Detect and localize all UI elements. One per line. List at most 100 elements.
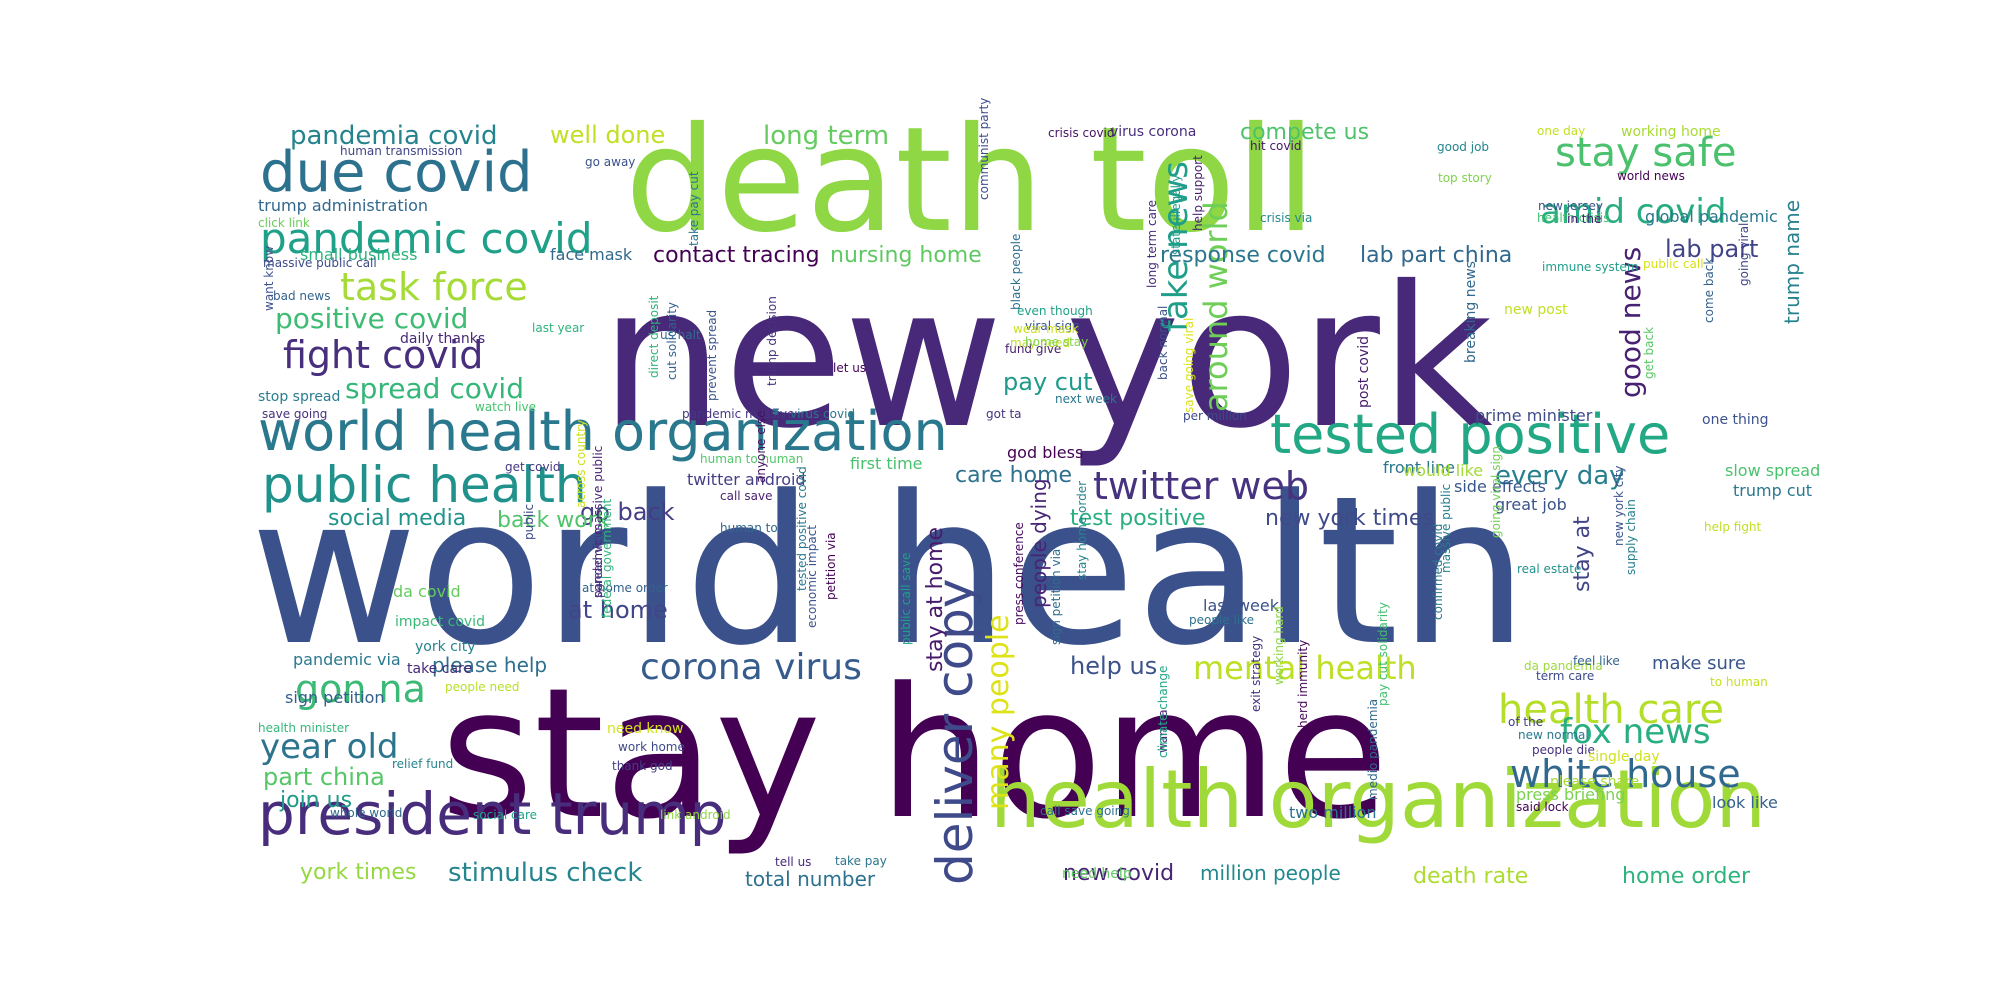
word-small-business: small business [300,245,418,264]
word-at-home-order: at home order [582,581,668,595]
word-nursing-home: nursing home [830,243,982,268]
word-people-need: people need [445,680,520,694]
word-impact-covid: impact covid [395,614,485,630]
word-make-sure: make sure [1652,653,1747,674]
word-economic-impact: economic impact [805,524,819,628]
word-one-thing: one thing [1702,412,1769,428]
word-climate-change: climate change [1156,665,1170,758]
word-new-post: new post [1504,302,1568,318]
word-communist-party: communist party [977,97,991,200]
word-direct-deposit: direct deposit [647,295,661,378]
word-twitter-web: twitter web [1093,464,1309,508]
word-stay-at-home: stay at home [923,526,948,672]
word-stay-at: stay at [1570,516,1595,592]
word-sign-petition: sign petition [285,688,385,707]
word-fund-give: fund give [1005,342,1062,356]
word-world-health-organization: world health organization [258,400,948,463]
word-post-covid: post covid [1356,335,1372,408]
word-click-link: click link [258,216,310,230]
word-around-world: around world [1197,201,1235,412]
word-save-going: save going [262,407,328,421]
word-trump-cut: trump cut [1733,481,1813,500]
word-said-lock: said lock [1516,800,1569,814]
word-go-back: go back [580,498,675,526]
word-well-done: well done [550,121,666,149]
word-single-day: single day [1588,749,1660,765]
word-people-like: people like [1189,613,1255,627]
word-per-million: per million [1183,409,1247,423]
word-even-though: even though [1017,304,1093,318]
word-response-covid: response covid [1160,243,1326,268]
word-relief-fund: relief fund [392,757,454,771]
word-health-organization: health organization [990,753,1767,846]
word-virus-covid: virus covid [790,407,856,421]
word-public: public [522,503,536,540]
word-human-transmission: human transmission [340,144,463,158]
word-york-times: york times [300,860,417,885]
word-public-call-save: public call save [899,552,913,645]
word-health-minister: health minister [258,721,350,735]
word-confirmed-covid: confirmed covid [1431,523,1445,620]
word-contact-tracing: contact tracing [653,243,820,268]
word-across-country: across country [574,419,588,508]
word-twitter-android: twitter android [687,470,806,489]
word-president-trump: president trump [258,780,727,848]
word-pandemic-via: pandemic via [293,650,401,669]
word-tell-us: tell us [775,855,812,869]
word-gon-na: gon na [295,667,426,711]
word-crisis-via: crisis via [1260,211,1313,225]
word-state-illegally: state illegally [1169,174,1183,255]
word-take-care: take care [407,661,473,677]
word-call-save-going: call save going [1040,804,1130,818]
word-prevent-spread: prevent spread [705,309,719,401]
word-please-share: please share [1550,774,1640,790]
word-get-back: get back [1642,326,1656,379]
word-year-old: year old [260,727,399,767]
word-save-going-viral: save going viral [1182,317,1196,413]
word-one-day: one day [1537,124,1586,138]
word-task-force: task force [340,265,528,309]
word-stop-spread: stop spread [258,389,341,405]
word-virus-corona: virus corona [1110,124,1197,140]
word-last-year: last year [532,321,585,335]
word-daily-thanks: daily thanks [400,331,486,347]
word-pandemic-massive: pandemic massive [682,407,795,421]
word-slow-spread: slow spread [1725,461,1821,480]
word-york-city: york city [415,639,476,655]
word-human-to-human: human to human [700,452,804,466]
word-us-halt: us halt [660,328,701,342]
word-two-million: two million [1289,803,1377,822]
word-at-home: at home [568,596,668,624]
word-pandemia-covid: pandemia covid [290,121,498,151]
word-call-save: call save [720,489,773,503]
word-trump-administration: trump administration [258,196,429,215]
word-health-care: health care [1498,687,1725,733]
word-hit-covid: hit covid [1250,139,1302,153]
word-back-work: back work [497,508,610,533]
word-side-effects: side effects [1454,477,1546,496]
word-mental-health: mental health [1193,649,1417,687]
word-positive-covid: positive covid [275,302,469,335]
word-working-home: working home [1621,124,1721,140]
word-going-viral: going viral [1737,222,1751,286]
word-work-home: work home [618,740,685,754]
word-would-like: would like [1403,461,1484,480]
word-let-us: let us [833,361,867,375]
word-first-time: first time [850,454,923,473]
word-public-call: public call [1643,257,1704,271]
word-test-positive: test positive [1070,506,1206,531]
word-social-media: social media [328,506,467,531]
word-help-fight: help fight [1704,520,1762,534]
word-massive-public-call: massive public call [263,256,377,270]
word-top-story: top story [1438,171,1492,185]
word-may-need: may need [1010,336,1070,350]
word-pay-cut-solidarity: pay cut solidarity [1376,602,1390,706]
word-total-number: total number [745,867,876,891]
word-take-pay: take pay [835,854,887,868]
word-federal-government: federal government [600,498,614,618]
word-thank-god: thank god [612,759,673,773]
word-black-people: black people [1009,233,1023,310]
word-people-dying: people dying [1027,478,1051,608]
word-feel-like: feel like [1573,654,1620,668]
